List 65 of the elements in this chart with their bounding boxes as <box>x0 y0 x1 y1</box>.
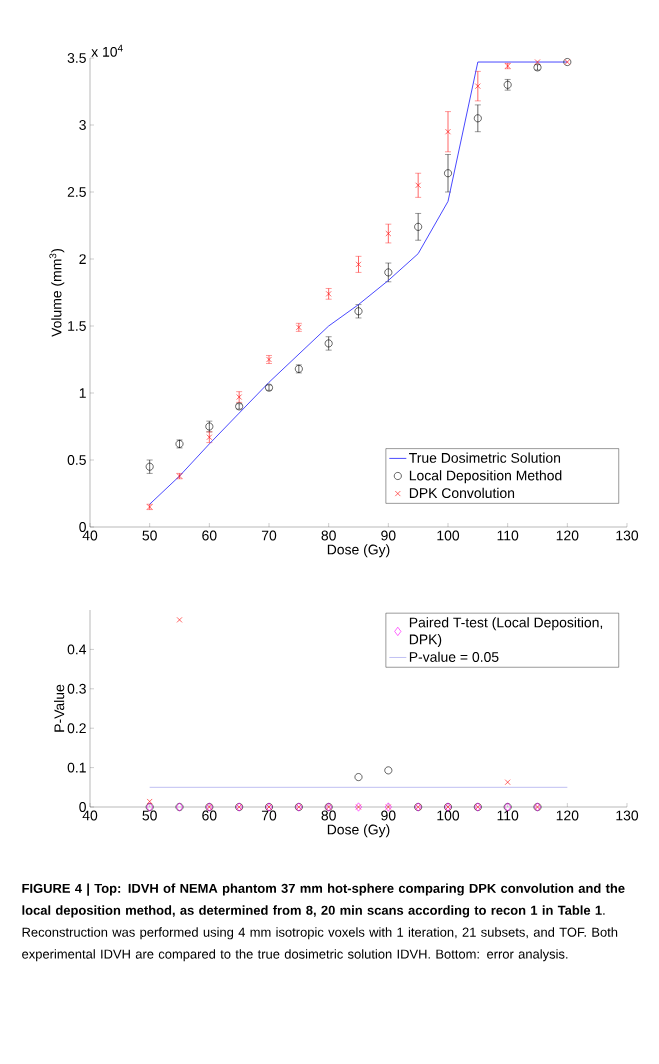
point <box>206 434 213 441</box>
point <box>146 798 153 805</box>
x-tick-label: 50 <box>142 810 157 821</box>
y-tick-label: 1 <box>79 388 86 398</box>
x-tick-label: 110 <box>497 810 519 821</box>
y-tick-label: 0.1 <box>67 762 86 773</box>
x-axis-title: Dose (Gy) <box>327 824 390 838</box>
y-tick-label: 0 <box>79 522 86 532</box>
x-tick-label: 40 <box>82 530 98 541</box>
text: FIGURE 4 | Top: IDVH of NEMA phantom 37 mm hot-sphere comparing DPK convolution and the local deposition method, as determined from 8, 20 min scans according to recon 1 in Table 1. Reconstruction was performed using 4 mm isotropic voxels with 1 iteration, 21 subsets, and TOF. Both experimental IDVH are compared to the true dosimetric solution IDVH. Bottom: error analysis. <box>22 883 625 962</box>
point <box>236 394 243 400</box>
x-tick-label: 130 <box>616 530 639 541</box>
x-tick-label: 70 <box>261 530 277 541</box>
x-tick-label: 90 <box>381 530 396 541</box>
x-tick-label: 60 <box>202 810 217 821</box>
y-tick-label: 0.4 <box>67 644 87 655</box>
y-tick-label: 0.5 <box>67 455 86 465</box>
point <box>176 617 183 623</box>
point <box>145 462 154 471</box>
x-tick-label: 110 <box>497 530 519 541</box>
legend-label: Paired T-test (Local Deposition, DPK) <box>409 617 603 648</box>
x-tick-label: 60 <box>202 530 217 541</box>
x-tick-label: 100 <box>437 810 460 821</box>
x-tick-label: 90 <box>381 810 396 821</box>
point <box>473 114 482 123</box>
y-tick-label: 1.5 <box>68 321 86 331</box>
legend-label: DPK Convolution <box>409 487 515 499</box>
text: x 10$^{4}$ <box>91 44 123 57</box>
point <box>445 128 451 135</box>
point <box>474 83 481 89</box>
y-tick-label: 2 <box>79 254 86 264</box>
point <box>384 268 393 277</box>
x-tick-label: 80 <box>321 810 336 821</box>
y-tick-label: 3.5 <box>67 53 86 63</box>
x-tick-label: 120 <box>556 810 579 821</box>
point <box>444 169 452 178</box>
point <box>324 339 333 348</box>
y-axis-title: P-Value <box>54 684 65 732</box>
y-tick-label: 0 <box>79 802 86 812</box>
point <box>354 307 363 316</box>
y-tick-label: 0.3 <box>67 683 86 694</box>
point <box>415 182 422 189</box>
point <box>384 766 393 775</box>
point <box>325 291 332 297</box>
legend-label: P-value = 0.05 <box>409 651 499 662</box>
y-tick-label: 0.2 <box>67 723 86 734</box>
y-tick-label: 3 <box>79 120 86 130</box>
x-tick-label: 100 <box>437 530 460 541</box>
point <box>385 230 392 237</box>
x-tick-label: 50 <box>142 530 157 541</box>
y-axis-title: Volume (mm$^{3}$) <box>49 248 65 337</box>
point <box>355 261 362 268</box>
point <box>534 59 541 65</box>
legend-label: Local Deposition Method <box>409 470 562 484</box>
point <box>504 779 511 786</box>
x-tick-label: 130 <box>616 810 639 821</box>
y-tick-label: 2.5 <box>67 187 86 197</box>
x-tick-label: 80 <box>321 530 336 541</box>
x-axis-title: Dose (Gy) <box>327 544 390 558</box>
point <box>354 773 363 781</box>
x-tick-label: 70 <box>261 810 277 821</box>
x-tick-label: 40 <box>82 810 98 821</box>
x-tick-label: 120 <box>556 530 579 541</box>
point <box>414 222 423 231</box>
legend-label: True Dosimetric Solution <box>409 452 561 463</box>
